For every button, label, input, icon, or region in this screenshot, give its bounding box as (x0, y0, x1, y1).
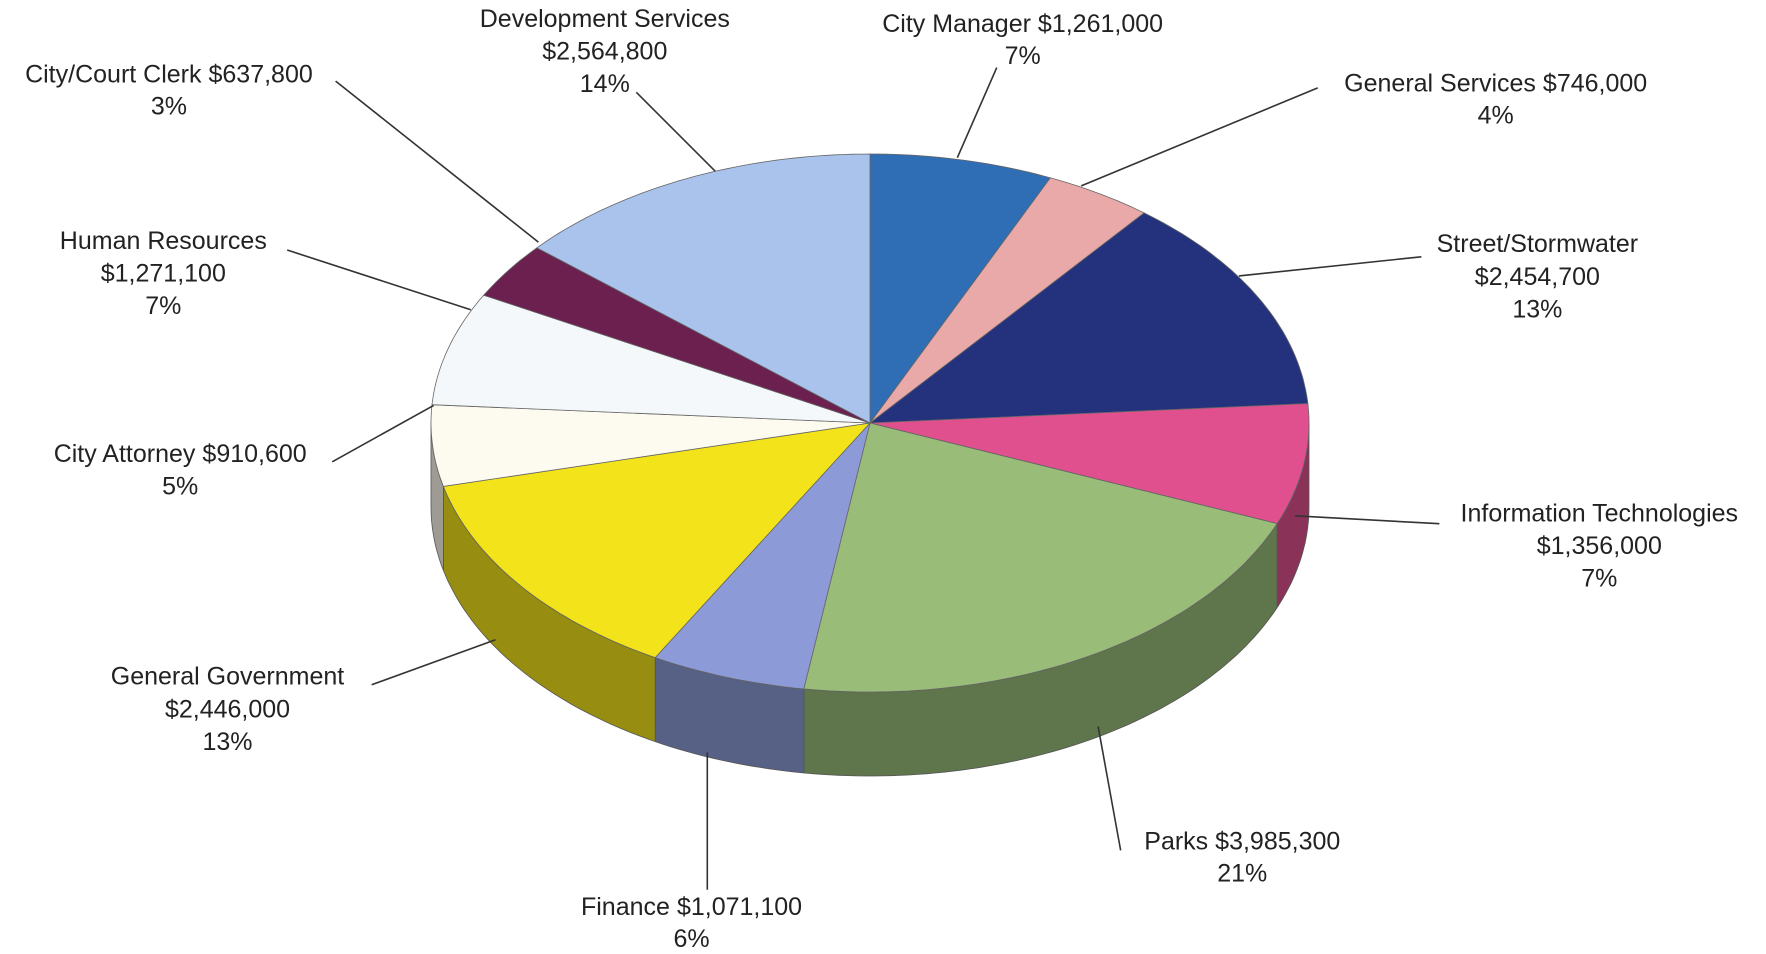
percent-label: 6% (673, 925, 709, 953)
leader-line (286, 249, 472, 311)
slice (868, 212, 1309, 424)
percent-label: 13% (1512, 295, 1562, 323)
slice (869, 177, 1145, 424)
slice (431, 294, 871, 424)
leader-line (335, 80, 539, 243)
leader-line (1295, 515, 1440, 525)
category-name: Finance (581, 892, 670, 920)
value-label: $2,446,000 (165, 695, 290, 723)
slice (803, 422, 1278, 693)
category-label: Information Technologies (1461, 499, 1739, 527)
slice (482, 247, 871, 424)
category-label: City Attorney $910,600 (54, 440, 307, 468)
value-label: $1,071,100 (677, 892, 802, 920)
slice (654, 422, 871, 690)
percent-label: 5% (162, 472, 198, 500)
category-label: City/Court Clerk $637,800 (25, 60, 313, 88)
category-name: General Services (1344, 69, 1536, 97)
slice (536, 153, 871, 424)
value-label: $910,600 (202, 440, 306, 468)
leader-line (371, 638, 496, 686)
leader-line (1238, 255, 1422, 277)
percent-label: 7% (1005, 42, 1041, 70)
leader-line (331, 404, 435, 463)
value-label: $2,564,800 (542, 38, 667, 66)
category-name: City Manager (882, 9, 1031, 37)
category-label: Parks $3,985,300 (1144, 827, 1340, 855)
leader-line (635, 91, 716, 172)
percent-label: 7% (1581, 565, 1617, 593)
value-label: $1,356,000 (1537, 532, 1662, 560)
percent-label: 3% (151, 93, 187, 121)
slice (869, 403, 1310, 525)
slice (430, 404, 871, 487)
value-label: $3,985,300 (1215, 827, 1340, 855)
category-label: Human Resources (60, 227, 267, 255)
value-label: $637,800 (209, 60, 313, 88)
category-name: Parks (1144, 827, 1208, 855)
percent-label: 21% (1217, 860, 1267, 888)
slice (869, 153, 1052, 425)
value-label: $1,271,100 (101, 259, 226, 287)
category-name: City Attorney (54, 440, 196, 468)
category-label: General Government (111, 663, 345, 691)
category-label: City Manager $1,261,000 (882, 9, 1163, 37)
value-label: $1,261,000 (1038, 9, 1163, 37)
percent-label: 14% (580, 70, 630, 98)
slice (442, 422, 872, 659)
percent-label: 4% (1478, 102, 1514, 130)
percent-label: 13% (202, 728, 252, 756)
value-label: $746,000 (1543, 69, 1647, 97)
category-name: City/Court Clerk (25, 60, 202, 88)
category-label: Development Services (480, 5, 730, 33)
category-label: General Services $746,000 (1344, 69, 1647, 97)
leader-line (1097, 726, 1122, 851)
percent-label: 7% (145, 292, 181, 320)
leader-line (1080, 87, 1319, 187)
category-label: Finance $1,071,100 (581, 892, 802, 920)
category-label: Street/Stormwater (1437, 230, 1638, 258)
value-label: $2,454,700 (1475, 263, 1600, 291)
leader-line (956, 67, 998, 158)
